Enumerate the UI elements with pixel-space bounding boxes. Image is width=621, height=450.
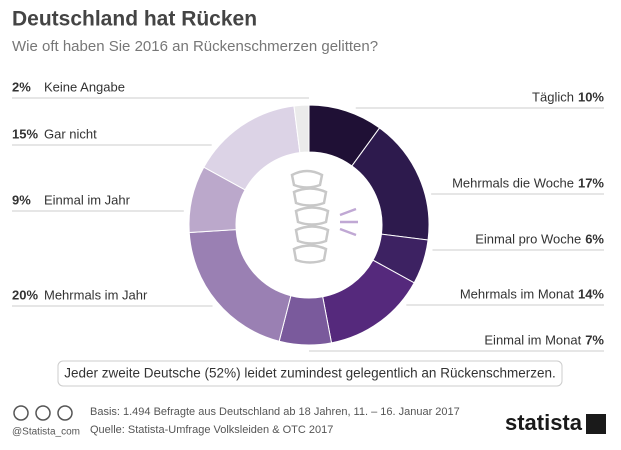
- value-label: 7%: [585, 332, 604, 347]
- value-label: 2%: [12, 79, 31, 94]
- donut-slice: [293, 104, 310, 154]
- annotation: Jeder zweite Deutsche (52%) leidet zumin…: [64, 366, 556, 381]
- category-label: Einmal im Jahr: [44, 192, 131, 207]
- license-icons: [13, 405, 73, 421]
- footer-handle: @Statista_com: [12, 427, 80, 438]
- value-label: 6%: [585, 231, 604, 246]
- category-label: Mehrmals im Jahr: [44, 287, 148, 302]
- value-label: 15%: [12, 126, 38, 141]
- footer-source: Quelle: Statista-Umfrage Volksleiden & O…: [90, 424, 333, 436]
- category-label: Einmal pro Woche: [475, 231, 581, 246]
- category-label: Keine Angabe: [44, 79, 125, 94]
- category-label: Mehrmals im Monat: [460, 286, 575, 301]
- brand-icon: [586, 414, 606, 434]
- annotation-box: [57, 360, 563, 387]
- category-label: Einmal im Monat: [484, 332, 581, 347]
- value-label: 20%: [12, 287, 38, 302]
- value-label: 17%: [578, 175, 604, 190]
- value-label: 10%: [578, 89, 604, 104]
- value-label: 9%: [12, 192, 31, 207]
- category-label: Täglich: [532, 89, 574, 104]
- value-label: 14%: [578, 286, 604, 301]
- donut-slice: [188, 229, 292, 342]
- footer-basis: Basis: 1.494 Befragte aus Deutschland ab…: [90, 406, 460, 418]
- chart-subtitle: Wie oft haben Sie 2016 an Rückenschmerze…: [12, 38, 378, 55]
- spine-icon: [290, 169, 358, 264]
- category-label: Gar nicht: [44, 126, 97, 141]
- category-label: Mehrmals die Woche: [452, 175, 574, 190]
- chart-title: Deutschland hat Rücken: [12, 8, 257, 31]
- brand: statista: [505, 410, 583, 435]
